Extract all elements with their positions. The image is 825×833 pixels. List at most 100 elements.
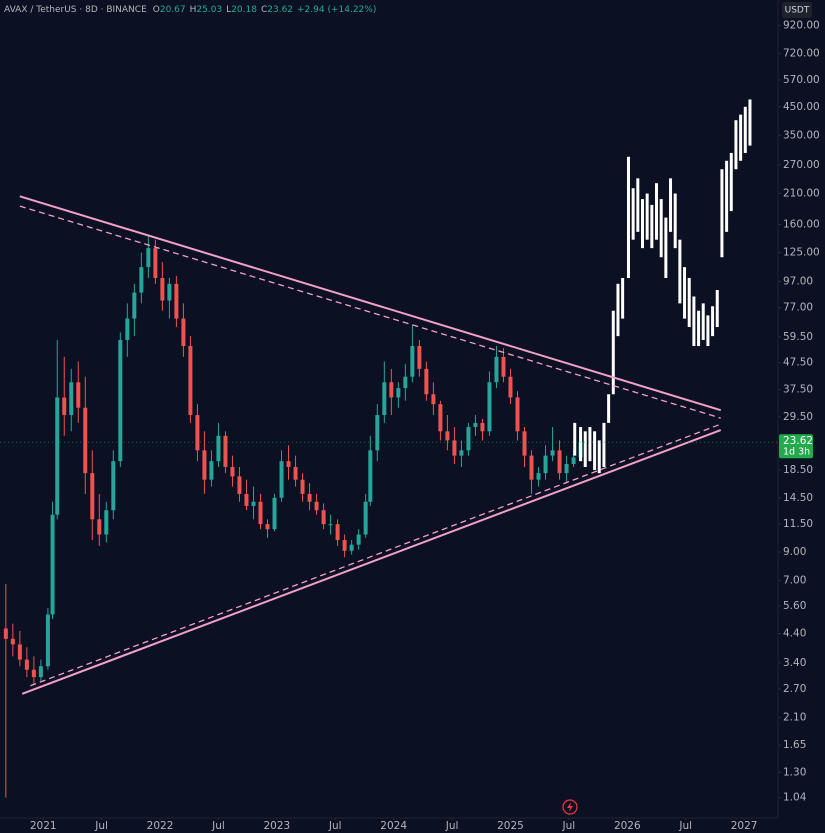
candle-body	[50, 514, 55, 615]
ohlc-label: H	[190, 5, 197, 15]
projection-bar	[588, 427, 592, 462]
candle-body	[202, 450, 207, 480]
ohlc-value: 20.67	[160, 5, 186, 15]
y-tick-label: 4.40	[783, 628, 806, 640]
projection-bar	[706, 315, 710, 347]
candle-body	[515, 397, 520, 432]
candle-body	[31, 669, 36, 678]
projection-bar	[573, 422, 577, 456]
candle-body	[389, 382, 394, 398]
y-tick-label: 2.10	[783, 712, 806, 724]
candle-body	[363, 501, 368, 535]
candle-body	[62, 397, 67, 416]
x-tick-label: 2023	[263, 820, 290, 832]
projection-bar	[597, 440, 601, 474]
projection-bar	[687, 277, 691, 328]
projection-bar	[593, 431, 597, 471]
candle-body	[480, 422, 485, 432]
y-tick-label: 570.00	[783, 74, 820, 86]
projection-bar	[715, 289, 719, 328]
trendline	[19, 195, 722, 412]
currency-label[interactable]: USDT	[785, 6, 810, 16]
candle-body	[125, 318, 130, 340]
y-tick-label: 920.00	[783, 19, 820, 31]
candle-body	[10, 638, 15, 645]
y-tick-label: 160.00	[783, 218, 820, 230]
x-tick-label: 2026	[614, 820, 641, 832]
y-tick-label: 18.50	[783, 464, 813, 476]
currency-box[interactable]	[782, 2, 812, 18]
x-tick-label: 2027	[731, 820, 758, 832]
projection-bar	[720, 169, 724, 258]
candle-body	[286, 461, 291, 468]
projection-bar	[748, 99, 752, 146]
candle-body	[237, 476, 242, 494]
trendline	[19, 205, 721, 419]
projection-bar	[711, 306, 715, 337]
candle-body	[251, 501, 256, 506]
projection-bar	[669, 178, 673, 232]
projection-bar	[626, 156, 630, 278]
projection-bar	[743, 106, 747, 153]
candle-body	[410, 346, 415, 377]
x-tick-label: Jul	[328, 820, 342, 832]
x-tick-label: 2024	[380, 820, 407, 832]
candle-body	[328, 524, 333, 526]
icon-bolt[interactable]	[567, 802, 573, 812]
projection-bar	[631, 188, 635, 240]
y-tick-label: 77.00	[783, 302, 813, 314]
y-tick-label: 2.70	[783, 683, 806, 695]
candle-body	[195, 415, 200, 451]
candle-body	[452, 440, 457, 456]
icon-circle[interactable]	[562, 799, 578, 815]
ohlc-value: 25.03	[196, 5, 222, 15]
projection-bar	[636, 178, 640, 232]
candle-body	[167, 283, 172, 301]
candle-body	[223, 435, 228, 468]
candle-body	[424, 368, 429, 395]
candle-body	[459, 450, 464, 456]
x-tick-label: 2025	[497, 820, 524, 832]
projection-bar	[739, 114, 743, 161]
y-tick-label: 5.60	[783, 600, 806, 612]
candle-body	[417, 346, 422, 369]
projection-bar	[611, 310, 615, 395]
projection-bar	[659, 199, 663, 258]
y-tick-label: 14.50	[783, 492, 813, 504]
candle-body	[139, 267, 144, 293]
y-tick-label: 125.00	[783, 247, 820, 259]
candle-body	[209, 461, 214, 480]
x-tick-label: Jul	[445, 820, 459, 832]
x-tick-label: Jul	[562, 820, 576, 832]
ohlc-value: 23.62	[267, 5, 293, 15]
y-tick-label: 47.50	[783, 357, 813, 369]
projection-bar	[701, 303, 705, 340]
projection-bar	[678, 239, 682, 304]
candle-body	[258, 501, 263, 525]
lightning-icon[interactable]	[562, 799, 578, 815]
candle-body	[571, 457, 576, 465]
projection-bar	[645, 193, 649, 240]
projection-bar	[616, 283, 620, 337]
projection-bar	[725, 160, 729, 232]
candle-body	[300, 479, 305, 494]
y-tick-label: 350.00	[783, 129, 820, 141]
x-tick-label: 2021	[30, 820, 57, 832]
y-tick-label: 7.00	[783, 575, 806, 587]
candle-body	[45, 614, 50, 667]
symbol: AVAX / TetherUS · 8D · BINANCE	[4, 5, 147, 15]
candle-body	[83, 407, 88, 474]
ohlc-label: C	[261, 5, 267, 15]
ohlc-value: 20.18	[231, 5, 257, 15]
header-text: AVAX / TetherUS · 8D · BINANCE O20.67 H25.…	[4, 5, 376, 15]
y-tick-label: 11.50	[783, 518, 813, 530]
projection-bar	[683, 267, 687, 319]
y-tick-label: 3.40	[783, 657, 806, 669]
candle-body	[69, 382, 74, 416]
candle-body	[543, 455, 548, 474]
candle-body	[265, 524, 270, 530]
y-tick-label: 1.30	[783, 766, 806, 778]
candle-body	[508, 376, 513, 398]
candle-body	[522, 431, 527, 456]
